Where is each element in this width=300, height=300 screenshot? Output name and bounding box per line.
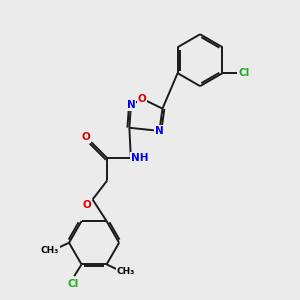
Text: CH₃: CH₃ — [41, 246, 59, 255]
Text: NH: NH — [131, 153, 148, 163]
Text: O: O — [83, 200, 92, 210]
Text: Cl: Cl — [238, 68, 249, 78]
Text: N: N — [127, 100, 135, 110]
Text: CH₃: CH₃ — [117, 267, 135, 276]
Text: Cl: Cl — [67, 279, 78, 289]
Text: O: O — [138, 94, 147, 104]
Text: O: O — [81, 132, 90, 142]
Text: N: N — [155, 126, 164, 136]
